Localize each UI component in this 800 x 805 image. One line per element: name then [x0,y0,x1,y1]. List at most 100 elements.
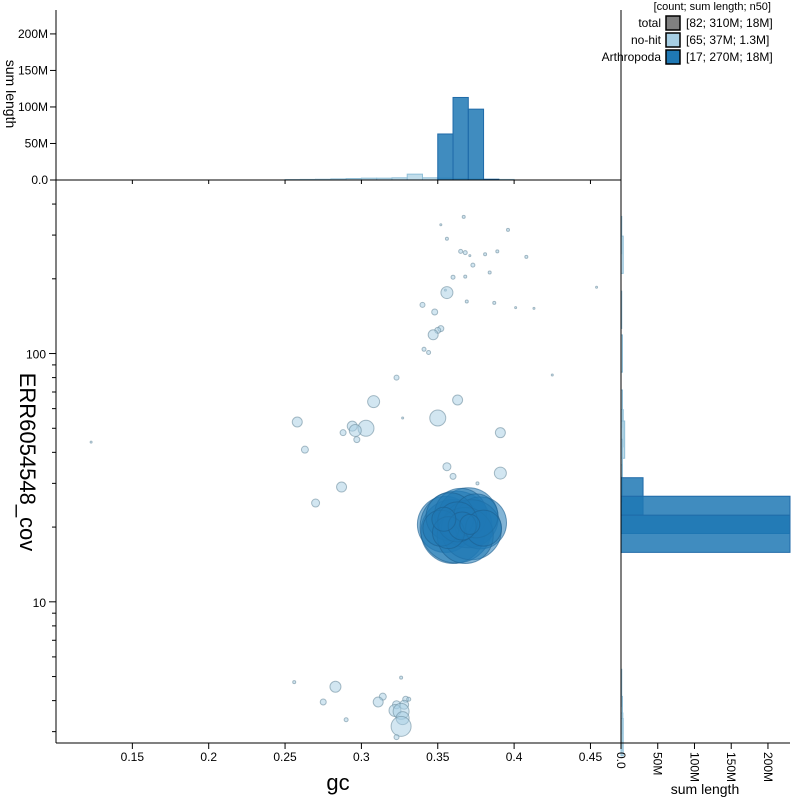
top-hist-y-tick-label-4: 200M [18,27,48,41]
point-no-hit-50 [330,681,341,692]
y-tick-label-0: 10 [33,596,47,610]
right-hist-x-label: sum length [671,781,739,797]
point-no-hit-41 [354,437,360,443]
top-hist-bar-no-hit-8 [407,174,422,180]
point-arthropoda-16 [460,514,480,534]
top-histogram [285,97,514,180]
legend-swatch-no-hit [666,33,680,47]
right-histogram [621,216,790,755]
point-no-hit-55 [373,697,383,707]
point-no-hit-26 [428,330,438,340]
point-no-hit-47 [337,482,347,492]
point-no-hit-52 [400,676,403,679]
point-no-hit-22 [533,307,535,309]
point-no-hit-0 [90,441,92,443]
legend-swatch-total [666,16,680,30]
point-no-hit-16 [596,286,598,288]
top-hist-bar-arthropoda-0 [438,134,453,180]
legend-entry-arthropoda: Arthropoda [17; 270M; 18M] [602,50,773,64]
point-no-hit-20 [493,301,496,304]
axes: 0.15 0.2 0.25 0.3 0.35 0.4 0.45 10 100 0.0 50M 100M… [18,10,790,782]
point-no-hit-12 [464,275,467,278]
point-no-hit-42 [301,446,308,453]
point-no-hit-3 [507,228,510,231]
point-no-hit-27 [422,347,426,351]
x-tick-label-6: 0.45 [579,750,603,764]
point-no-hit-58 [407,697,411,701]
point-no-hit-17 [441,287,453,299]
point-arthropoda-15 [432,507,456,531]
top-hist-bar-arthropoda-1 [453,97,468,180]
right-hist-x-tick-label-0: 0.0 [614,752,628,769]
point-no-hit-48 [312,499,320,507]
point-no-hit-5 [463,251,467,255]
point-no-hit-23 [432,309,438,315]
point-no-hit-34 [430,410,446,426]
x-tick-label-5: 0.4 [506,750,523,764]
point-no-hit-18 [420,302,425,307]
point-no-hit-28 [427,350,431,354]
point-no-hit-44 [450,473,456,479]
point-no-hit-9 [525,255,528,258]
legend-entry-no-hit: no-hit [65; 37M; 1.3M] [631,33,769,47]
point-no-hit-29 [551,374,553,376]
legend: [count; sum length; n50] total [82; 310M… [602,1,773,64]
point-no-hit-63 [344,718,348,722]
main-scatter [90,215,597,739]
point-no-hit-21 [515,307,517,309]
top-hist-y-tick-label-1: 50M [25,136,48,150]
point-no-hit-31 [368,396,380,408]
point-no-hit-35 [292,417,302,427]
right-hist-x-tick-label-2: 100M [687,752,701,782]
point-no-hit-46 [494,467,506,479]
x-tick-label-3: 0.3 [353,750,370,764]
right-hist-x-tick-label-1: 50M [651,752,665,775]
point-no-hit-4 [445,237,448,240]
point-no-hit-30 [394,375,399,380]
x-tick-label-1: 0.2 [200,750,217,764]
x-axis-label: gc [326,770,349,795]
legend-label-total: [82; 310M; 18M] [686,16,773,30]
top-hist-y-label: sum length [3,60,19,128]
point-no-hit-10 [469,255,471,257]
point-no-hit-1 [440,224,442,226]
point-no-hit-7 [496,250,499,253]
point-no-hit-13 [451,275,455,279]
x-tick-label-2: 0.25 [273,750,297,764]
point-no-hit-11 [471,263,475,267]
legend-entry-total: total [82; 310M; 18M] [638,16,772,30]
point-no-hit-43 [443,463,451,471]
legend-name-arthropoda: Arthropoda [602,50,662,64]
top-hist-y-tick-label-2: 100M [18,100,48,114]
point-no-hit-6 [459,249,463,253]
legend-label-arthropoda: [17; 270M; 18M] [686,50,773,64]
right-hist-x-tick-label-3: 150M [724,752,738,782]
point-no-hit-51 [293,681,296,684]
x-tick-label-4: 0.35 [426,750,450,764]
point-no-hit-40 [495,428,505,438]
point-no-hit-65 [394,735,399,740]
legend-swatch-arthropoda [666,50,680,64]
point-no-hit-33 [402,417,404,419]
point-no-hit-38 [349,424,361,436]
point-no-hit-2 [462,215,465,218]
point-no-hit-54 [320,699,326,705]
y-axis-label: ERR6054548_cov [15,373,40,552]
right-hist-x-tick-label-4: 200M [761,752,775,782]
legend-label-no-hit: [65; 37M; 1.3M] [686,33,769,47]
top-hist-y-tick-label-3: 150M [18,63,48,77]
y-tick-label-1: 100 [26,348,46,362]
right-hist-bar-arthropoda-2 [621,515,790,552]
legend-name-no-hit: no-hit [631,33,662,47]
top-hist-bar-arthropoda-2 [468,109,483,180]
legend-title: [count; sum length; n50] [654,1,771,13]
x-tick-label-0: 0.15 [121,750,145,764]
point-no-hit-8 [484,253,487,256]
legend-name-total: total [638,16,661,30]
point-no-hit-45 [476,482,479,485]
point-no-hit-19 [465,300,468,303]
point-no-hit-64 [391,716,411,736]
point-no-hit-39 [340,430,346,436]
